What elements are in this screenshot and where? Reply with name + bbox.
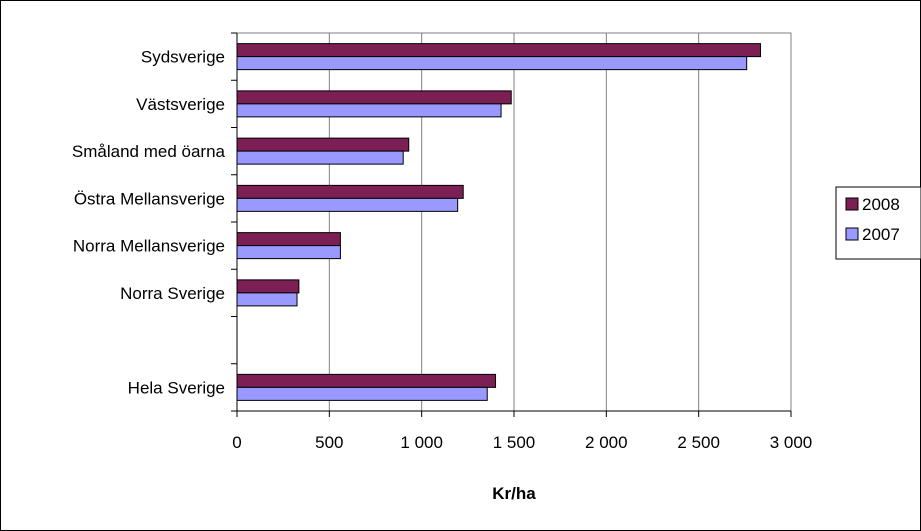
category-labels: Sydsverige Västsverige Småland med öarna Ös… — [72, 48, 226, 398]
bar-2007 — [236, 292, 298, 307]
x-tick-label: 500 — [315, 433, 343, 452]
bar-2008 — [236, 90, 512, 105]
bar-2007 — [236, 150, 404, 165]
bar-2007 — [236, 56, 748, 71]
bar-2008 — [236, 232, 341, 247]
x-tick-label: 1 500 — [493, 433, 536, 452]
category-label: Hela Sverige — [128, 378, 225, 397]
legend: 2008 2007 — [835, 186, 921, 260]
x-tick-label: 0 — [232, 433, 241, 452]
legend-swatch-2008 — [845, 197, 859, 211]
bar-2007 — [236, 386, 488, 401]
x-tick-label: 2 000 — [585, 433, 628, 452]
x-tick-label: 2 500 — [677, 433, 720, 452]
bar-2007 — [236, 103, 502, 118]
bar-2008 — [236, 137, 410, 152]
x-tick-label: 3 000 — [770, 433, 813, 452]
category-label: Småland med öarna — [72, 142, 226, 161]
axes — [231, 32, 792, 417]
bar-2007 — [236, 197, 459, 212]
bar-2008 — [236, 184, 464, 199]
legend-label: 2007 — [862, 225, 900, 244]
category-label: Norra Mellansverige — [73, 237, 225, 256]
category-label: Östra Mellansverige — [74, 189, 225, 208]
x-tick-label: 1 000 — [400, 433, 443, 452]
category-label: Norra Sverige — [120, 284, 225, 303]
x-axis-title: Kr/ha — [492, 484, 536, 503]
category-label: Västsverige — [136, 95, 225, 114]
bar-2008 — [236, 373, 497, 388]
bar-2007 — [236, 245, 341, 260]
x-tick-labels: 0 500 1 000 1 500 2 000 2 500 3 000 — [232, 433, 812, 452]
bars — [236, 43, 762, 401]
legend-swatch-2007 — [845, 227, 859, 241]
legend-label: 2008 — [862, 195, 900, 214]
bar-2008 — [236, 43, 762, 58]
bar-2008 — [236, 279, 300, 294]
category-label: Sydsverige — [141, 48, 225, 67]
